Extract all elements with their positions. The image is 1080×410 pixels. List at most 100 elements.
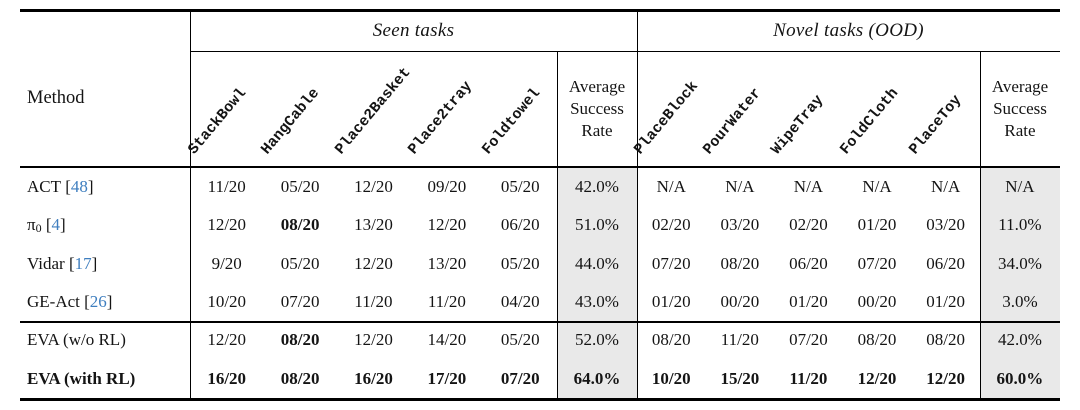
group-header-underline bbox=[190, 51, 1060, 52]
novel-average-column-shading bbox=[980, 168, 1060, 398]
average-cell: 42.0% bbox=[574, 177, 619, 197]
score-cell: 08/20 bbox=[857, 330, 897, 350]
average-cell: 43.0% bbox=[574, 292, 619, 312]
method-cell: ACT [48] bbox=[20, 168, 190, 206]
score-cell: 12/20 bbox=[354, 253, 393, 273]
citation-bracket: ] bbox=[60, 215, 66, 235]
table-body: ACT [48] 11/20 05/20 12/20 09/20 05/20 42.0% N/… bbox=[20, 168, 1060, 398]
seen-average-header: Average Success Rate bbox=[568, 76, 626, 141]
citation-link[interactable]: 26 bbox=[89, 292, 107, 312]
method-label: EVA (w/o RL) bbox=[27, 330, 126, 350]
average-cell: 3.0% bbox=[1002, 292, 1038, 312]
citation-link[interactable]: 4 bbox=[51, 215, 61, 235]
group-divider bbox=[637, 10, 638, 398]
score-cell: 11/20 bbox=[789, 368, 828, 388]
score-cell: 06/20 bbox=[789, 253, 828, 273]
task-header-hangcable: HangCable bbox=[257, 85, 324, 158]
score-cell: 07/20 bbox=[280, 292, 320, 312]
task-header-foldcloth: FoldCloth bbox=[836, 85, 903, 158]
average-cell: 44.0% bbox=[574, 253, 619, 273]
task-header-stackbowl: StackBowl bbox=[184, 85, 251, 158]
score-cell: 10/20 bbox=[207, 292, 247, 312]
average-cell: 34.0% bbox=[997, 253, 1042, 273]
average-cell: 60.0% bbox=[996, 368, 1044, 388]
citation-link[interactable]: 48 bbox=[70, 177, 88, 197]
score-cell: 07/20 bbox=[789, 330, 828, 350]
task-header-foldtowel: Foldtowel bbox=[478, 85, 545, 158]
score-cell: 12/20 bbox=[207, 215, 247, 235]
score-cell: 05/20 bbox=[500, 177, 540, 197]
score-cell: 15/20 bbox=[720, 368, 760, 388]
citation-bracket: [ bbox=[41, 215, 52, 235]
score-cell: 06/20 bbox=[926, 253, 965, 273]
score-cell: 01/20 bbox=[789, 292, 828, 312]
method-column-divider bbox=[190, 10, 191, 398]
seen-average-column-shading bbox=[557, 168, 637, 398]
average-cell: 52.0% bbox=[574, 330, 619, 350]
method-cell: EVA (w/o RL) bbox=[20, 321, 190, 359]
score-cell: N/A bbox=[793, 177, 824, 197]
seen-tasks-group-header: Seen tasks bbox=[372, 19, 455, 41]
citation-bracket: ] bbox=[91, 253, 98, 273]
score-cell: 12/20 bbox=[857, 368, 897, 388]
novel-tasks-group-header: Novel tasks (OOD) bbox=[773, 19, 924, 41]
seen-average-left-divider bbox=[557, 52, 558, 398]
score-cell: 14/20 bbox=[427, 330, 467, 350]
score-cell: 11/20 bbox=[207, 177, 246, 197]
score-cell: 12/20 bbox=[427, 215, 467, 235]
top-rule bbox=[20, 9, 1060, 12]
score-cell: 05/20 bbox=[280, 253, 320, 273]
method-column-header: Method bbox=[27, 88, 85, 108]
score-cell: 00/20 bbox=[720, 292, 760, 312]
novel-average-left-divider bbox=[980, 52, 981, 398]
average-cell: 42.0% bbox=[997, 330, 1042, 350]
score-cell: 02/20 bbox=[651, 215, 691, 235]
method-cell: EVA (with RL) bbox=[20, 360, 190, 398]
score-cell: 08/20 bbox=[280, 330, 320, 350]
bottom-rule bbox=[20, 398, 1060, 401]
score-cell: 08/20 bbox=[280, 368, 320, 388]
average-cell: 64.0% bbox=[573, 368, 621, 388]
score-cell: 05/20 bbox=[500, 253, 540, 273]
score-cell: 12/20 bbox=[207, 330, 247, 350]
score-cell: 01/20 bbox=[651, 292, 691, 312]
score-cell: 08/20 bbox=[926, 330, 965, 350]
method-label: ACT bbox=[27, 177, 61, 197]
score-cell: N/A bbox=[862, 177, 892, 197]
score-cell: N/A bbox=[930, 177, 961, 197]
score-cell: 02/20 bbox=[789, 215, 828, 235]
task-header-placeblock: PlaceBlock bbox=[630, 78, 702, 158]
rotated-task-headers: StackBowl HangCable Place2Basket Place2t… bbox=[0, 51, 1080, 166]
task-header-pourwater: PourWater bbox=[699, 85, 766, 158]
task-header-wipetray: WipeTray bbox=[767, 91, 828, 158]
score-cell: 11/20 bbox=[720, 330, 759, 350]
score-cell: N/A bbox=[656, 177, 686, 197]
score-cell: 04/20 bbox=[500, 292, 540, 312]
score-cell: 07/20 bbox=[500, 368, 540, 388]
score-cell: 16/20 bbox=[207, 368, 247, 388]
method-label: Vidar bbox=[27, 253, 65, 273]
score-cell: 05/20 bbox=[280, 177, 320, 197]
citation-bracket: [ bbox=[79, 292, 90, 312]
score-cell: 10/20 bbox=[651, 368, 691, 388]
method-cell: Vidar [17] bbox=[20, 245, 190, 283]
score-cell: 12/20 bbox=[354, 177, 393, 197]
citation-bracket: ] bbox=[106, 292, 113, 312]
average-cell: N/A bbox=[1005, 177, 1035, 197]
task-header-place2basket: Place2Basket bbox=[331, 64, 415, 158]
score-cell: 16/20 bbox=[354, 368, 393, 388]
score-cell: 13/20 bbox=[354, 215, 393, 235]
score-cell: 11/20 bbox=[354, 292, 393, 312]
average-cell: 11.0% bbox=[998, 215, 1042, 235]
citation-bracket: ] bbox=[87, 177, 94, 197]
score-cell: 00/20 bbox=[857, 292, 897, 312]
score-cell: 03/20 bbox=[926, 215, 965, 235]
score-cell: 01/20 bbox=[926, 292, 965, 312]
score-cell: 07/20 bbox=[857, 253, 897, 273]
average-cell: 51.0% bbox=[574, 215, 619, 235]
citation-link[interactable]: 17 bbox=[74, 253, 92, 273]
score-cell: 05/20 bbox=[500, 330, 540, 350]
score-cell: 08/20 bbox=[280, 215, 320, 235]
